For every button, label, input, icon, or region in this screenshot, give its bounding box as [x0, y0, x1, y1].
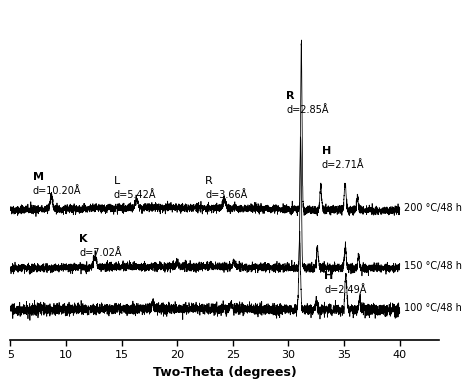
Text: M: M — [33, 172, 44, 182]
Text: d=2.49Å: d=2.49Å — [324, 285, 366, 295]
Text: d=2.71Å: d=2.71Å — [322, 160, 365, 170]
Text: d=3.66Å: d=3.66Å — [205, 190, 247, 200]
Text: 200 °C/48 h: 200 °C/48 h — [404, 203, 462, 213]
Text: d=10.20Å: d=10.20Å — [33, 186, 81, 196]
Text: H: H — [324, 271, 333, 281]
Text: L: L — [114, 176, 120, 186]
X-axis label: Two-Theta (degrees): Two-Theta (degrees) — [153, 366, 296, 379]
Text: d=2.85Å: d=2.85Å — [286, 105, 329, 115]
Text: d=5.42Å: d=5.42Å — [114, 190, 156, 200]
Text: 100 °C/48 h: 100 °C/48 h — [404, 303, 462, 313]
Text: 150 °C/48 h: 150 °C/48 h — [404, 261, 462, 271]
Text: d=7.02Å: d=7.02Å — [80, 248, 122, 258]
Text: R: R — [286, 91, 295, 101]
Text: K: K — [80, 234, 88, 244]
Text: H: H — [322, 146, 331, 156]
Text: R: R — [205, 176, 213, 186]
